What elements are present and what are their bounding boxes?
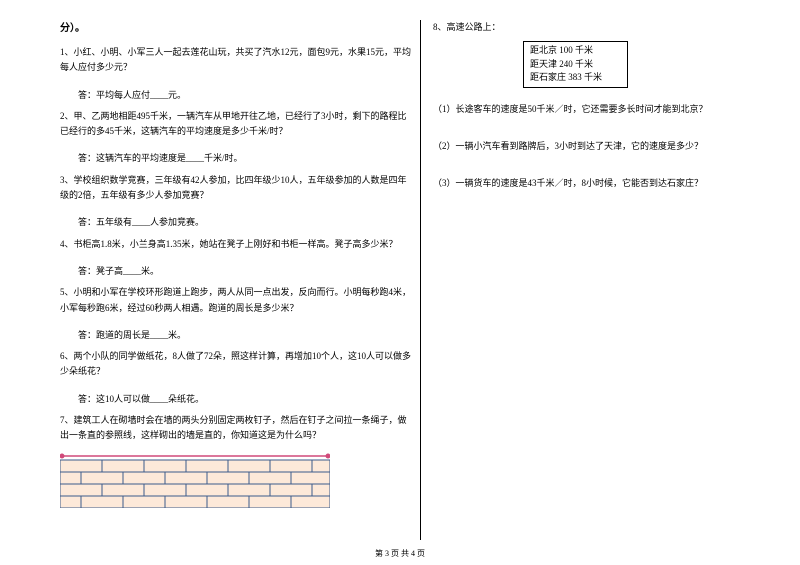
answer-3: 答：五年级有____人参加竞赛。 [60,215,412,230]
answer-4: 答：凳子高____米。 [60,264,412,279]
page-columns: 分）。 1、小红、小明、小军三人一起去莲花山玩，共买了汽水12元，面包9元，水果… [0,0,800,540]
brick-wall-diagram [60,450,330,510]
answer-2: 答：这辆汽车的平均速度是____千米/时。 [60,151,412,166]
sign-line-1: 距北京 100 千米 [530,44,621,58]
page-footer: 第 3 页 共 4 页 [0,548,800,559]
sub-question-1: （1）长途客车的速度是50千米／时，它还需要多长时间才能到北京？ [433,102,740,117]
sign-line-3: 距石家庄 383 千米 [530,71,621,85]
sub-question-3: （3）一辆货车的速度是43千米／时，8小时候，它能否到达石家庄？ [433,176,740,191]
question-5: 5、小明和小军在学校环形跑道上跑步，两人从同一点出发，反向而行。小明每秒跑4米，… [60,285,412,316]
question-7: 7、建筑工人在砌墙时会在墙的两头分别固定两枚钉子，然后在钉子之间拉一条绳子，做出… [60,413,412,444]
road-sign-box: 距北京 100 千米 距天津 240 千米 距石家庄 383 千米 [523,41,628,88]
question-8: 8、高速公路上： [433,20,740,35]
question-3: 3、学校组织数学竞赛，三年级有42人参加，比四年级少10人，五年级参加的人数是四… [60,173,412,204]
section-heading: 分）。 [60,20,412,37]
answer-1: 答：平均每人应付____元。 [60,88,412,103]
question-6: 6、两个小队的同学做纸花，8人做了72朵，照这样计算，再增加10个人，这10人可… [60,349,412,380]
question-2: 2、甲、乙两地相距495千米，一辆汽车从甲地开往乙地，已经行了3小时，剩下的路程… [60,109,412,140]
question-4: 4、书柜高1.8米，小兰身高1.35米，她站在凳子上刚好和书柜一样高。凳子高多少… [60,237,412,252]
answer-5: 答：跑道的周长是____米。 [60,328,412,343]
question-1: 1、小红、小明、小军三人一起去莲花山玩，共买了汽水12元，面包9元，水果15元，… [60,45,412,76]
right-column: 8、高速公路上： 距北京 100 千米 距天津 240 千米 距石家庄 383 … [420,20,740,540]
sub-question-2: （2）一辆小汽车看到路牌后，3小时到达了天津，它的速度是多少？ [433,139,740,154]
answer-6: 答：这10人可以做____朵纸花。 [60,392,412,407]
sign-line-2: 距天津 240 千米 [530,58,621,72]
left-column: 分）。 1、小红、小明、小军三人一起去莲花山玩，共买了汽水12元，面包9元，水果… [60,20,420,540]
